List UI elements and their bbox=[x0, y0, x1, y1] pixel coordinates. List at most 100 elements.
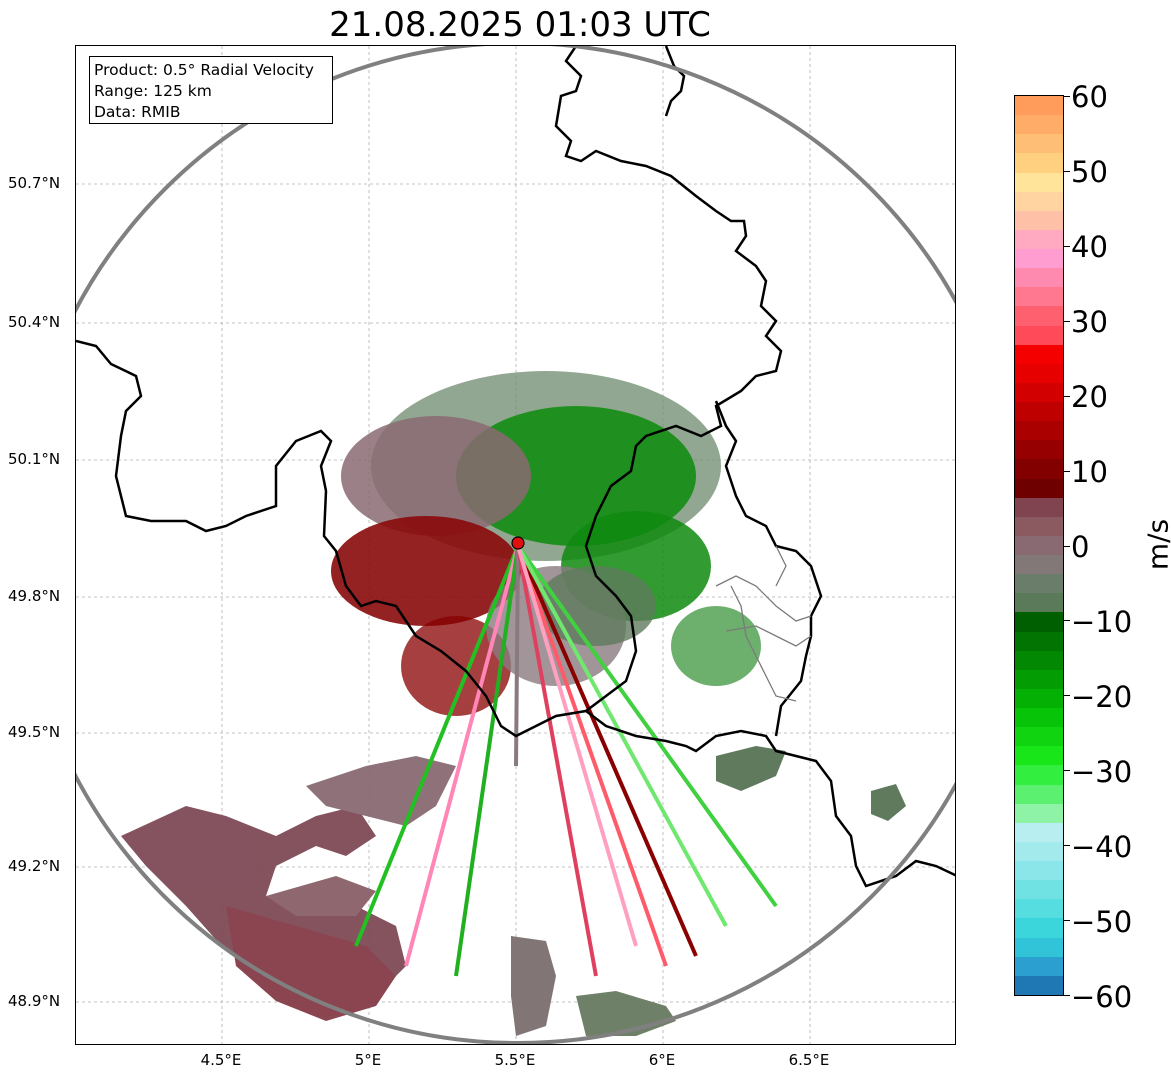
colorbar-segment bbox=[1015, 880, 1063, 899]
lon-tick-label: 6°E bbox=[648, 1051, 676, 1069]
colorbar-tick bbox=[1064, 96, 1070, 97]
echo-southwest bbox=[121, 756, 456, 1021]
colorbar-tick-label: 10 bbox=[1071, 455, 1108, 489]
colorbar-segment bbox=[1015, 632, 1063, 651]
colorbar-segment bbox=[1015, 326, 1063, 345]
colorbar-tick bbox=[1064, 995, 1070, 996]
radar-map-canvas bbox=[76, 46, 955, 1044]
colorbar-tick bbox=[1064, 471, 1070, 472]
colorbar-segment bbox=[1015, 211, 1063, 230]
lat-tick-label: 50.1°N bbox=[8, 450, 61, 468]
colorbar-segment bbox=[1015, 115, 1063, 134]
colorbar-segment bbox=[1015, 134, 1063, 153]
colorbar-segment bbox=[1015, 230, 1063, 249]
lat-tick-label: 50.4°N bbox=[8, 313, 61, 331]
colorbar-segment bbox=[1015, 459, 1063, 479]
data-source-label: Data: RMIB bbox=[94, 103, 181, 121]
lat-tick-label: 49.8°N bbox=[8, 587, 61, 605]
colorbar-segment bbox=[1015, 364, 1063, 383]
colorbar-segment bbox=[1015, 287, 1063, 306]
colorbar-tick-label: 50 bbox=[1071, 155, 1108, 189]
colorbar-unit-label: m/s bbox=[1141, 518, 1171, 571]
colorbar-segment bbox=[1015, 765, 1063, 785]
range-ring bbox=[76, 46, 955, 1044]
chart-title: 21.08.2025 01:03 UTC bbox=[329, 5, 711, 45]
colorbar-tick bbox=[1064, 695, 1070, 696]
colorbar-tick bbox=[1064, 845, 1070, 846]
colorbar-tick bbox=[1064, 920, 1070, 921]
colorbar-segment bbox=[1015, 517, 1063, 536]
colorbar-segment bbox=[1015, 153, 1063, 173]
colorbar-segment bbox=[1015, 536, 1063, 555]
colorbar-segment bbox=[1015, 918, 1063, 938]
lon-tick-label: 4.5°E bbox=[200, 1051, 242, 1069]
lat-tick-label: 48.9°N bbox=[8, 992, 61, 1010]
colorbar-tick bbox=[1064, 321, 1070, 322]
colorbar-segment bbox=[1015, 670, 1063, 689]
colorbar-segment bbox=[1015, 345, 1063, 364]
colorbar-segment bbox=[1015, 938, 1063, 957]
colorbar-segment bbox=[1015, 957, 1063, 976]
colorbar-segment bbox=[1015, 976, 1063, 995]
colorbar-tick bbox=[1064, 770, 1070, 771]
radar-site-marker bbox=[511, 536, 525, 550]
colorbar-tick-label: 40 bbox=[1071, 230, 1108, 264]
colorbar-tick bbox=[1064, 620, 1070, 621]
colorbar-segment bbox=[1015, 192, 1063, 211]
colorbar-segment bbox=[1015, 268, 1063, 287]
lon-tick-label: 5.5°E bbox=[494, 1051, 536, 1069]
colorbar-segment bbox=[1015, 612, 1063, 632]
colorbar-segment bbox=[1015, 383, 1063, 402]
colorbar-segment bbox=[1015, 479, 1063, 498]
colorbar-tick bbox=[1064, 246, 1070, 247]
lon-tick-label: 5°E bbox=[354, 1051, 382, 1069]
lat-tick-label: 49.5°N bbox=[8, 723, 61, 741]
colorbar-segment bbox=[1015, 249, 1063, 268]
colorbar-tick-label: 30 bbox=[1071, 305, 1108, 339]
country-borders bbox=[76, 46, 955, 888]
colorbar-segment bbox=[1015, 555, 1063, 574]
colorbar-tick bbox=[1064, 546, 1070, 547]
colorbar-tick-label: 0 bbox=[1071, 530, 1090, 564]
colorbar-tick bbox=[1064, 396, 1070, 397]
lon-tick-label: 6.5°E bbox=[788, 1051, 830, 1069]
radial-streaks bbox=[354, 544, 778, 977]
product-info-box: Product: 0.5° Radial Velocity Range: 125… bbox=[89, 56, 333, 124]
colorbar-tick-label: −30 bbox=[1071, 755, 1133, 789]
colorbar-segment bbox=[1015, 440, 1063, 459]
colorbar-segment bbox=[1015, 593, 1063, 612]
colorbar-segment bbox=[1015, 96, 1063, 115]
colorbar-segment bbox=[1015, 785, 1063, 804]
colorbar-tick-label: −50 bbox=[1071, 905, 1133, 939]
colorbar-segment bbox=[1015, 823, 1063, 842]
colorbar-tick-label: −60 bbox=[1071, 980, 1133, 1014]
colorbar-segment bbox=[1015, 842, 1063, 861]
colorbar-segment bbox=[1015, 727, 1063, 746]
colorbar-segment bbox=[1015, 402, 1063, 421]
lat-tick-label: 49.2°N bbox=[8, 857, 61, 875]
colorbar-segment bbox=[1015, 804, 1063, 823]
colorbar-segment bbox=[1015, 421, 1063, 440]
colorbar-segment bbox=[1015, 574, 1063, 593]
radar-map[interactable] bbox=[75, 45, 956, 1045]
product-label: Product: 0.5° Radial Velocity bbox=[94, 61, 314, 79]
colorbar-segment bbox=[1015, 173, 1063, 192]
colorbar-segment bbox=[1015, 306, 1063, 326]
colorbar-tick-label: −20 bbox=[1071, 680, 1133, 714]
lat-tick-label: 50.7°N bbox=[8, 174, 61, 192]
echo-central bbox=[331, 371, 761, 716]
colorbar-tick-label: 20 bbox=[1071, 380, 1108, 414]
colorbar-tick-label: −40 bbox=[1071, 830, 1133, 864]
colorbar-tick bbox=[1064, 171, 1070, 172]
colorbar-segment bbox=[1015, 651, 1063, 670]
velocity-colorbar bbox=[1014, 95, 1064, 996]
colorbar-segment bbox=[1015, 861, 1063, 880]
region-borders bbox=[715, 545, 812, 702]
colorbar-tick-label: −10 bbox=[1071, 605, 1133, 639]
range-label: Range: 125 km bbox=[94, 82, 212, 100]
colorbar-segment bbox=[1015, 746, 1063, 765]
colorbar-tick-label: 60 bbox=[1071, 80, 1108, 114]
colorbar-segment bbox=[1015, 899, 1063, 918]
colorbar-segment bbox=[1015, 708, 1063, 727]
colorbar-segment bbox=[1015, 498, 1063, 517]
